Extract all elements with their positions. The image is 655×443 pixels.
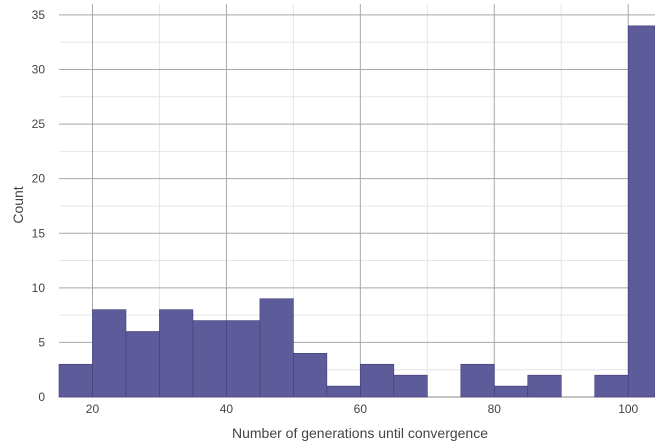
y-tick-label: 0 (38, 390, 45, 404)
x-tick-label: 20 (86, 402, 100, 416)
histogram-bar (92, 310, 125, 397)
y-tick-label: 30 (32, 63, 46, 77)
x-tick-label: 100 (618, 402, 638, 416)
y-tick-label: 20 (32, 172, 46, 186)
histogram-bar (159, 310, 192, 397)
y-tick-label: 15 (32, 226, 46, 240)
y-tick-label: 10 (32, 281, 46, 295)
x-tick-label: 60 (354, 402, 368, 416)
histogram-bar (494, 386, 527, 397)
y-tick-label: 35 (32, 8, 46, 22)
histogram-bar (595, 375, 628, 397)
histogram-bar (293, 353, 326, 397)
histogram-bar (193, 321, 226, 397)
histogram-bar (59, 364, 92, 397)
y-tick-label: 25 (32, 117, 46, 131)
histogram-bar (394, 375, 427, 397)
x-tick-label: 40 (220, 402, 234, 416)
histogram-bar (126, 332, 159, 398)
y-axis-title: Count (10, 186, 26, 223)
bars-layer (59, 26, 655, 397)
histogram-bar (226, 321, 259, 397)
histogram-bar (260, 299, 293, 397)
histogram-bar (360, 364, 393, 397)
x-axis-title: Number of generations until convergence (232, 425, 488, 441)
histogram-bar (628, 26, 655, 397)
histogram-bar (461, 364, 494, 397)
histogram-bar (528, 375, 561, 397)
y-tick-label: 5 (38, 335, 45, 349)
histogram-bar (327, 386, 360, 397)
x-tick-label: 80 (488, 402, 502, 416)
